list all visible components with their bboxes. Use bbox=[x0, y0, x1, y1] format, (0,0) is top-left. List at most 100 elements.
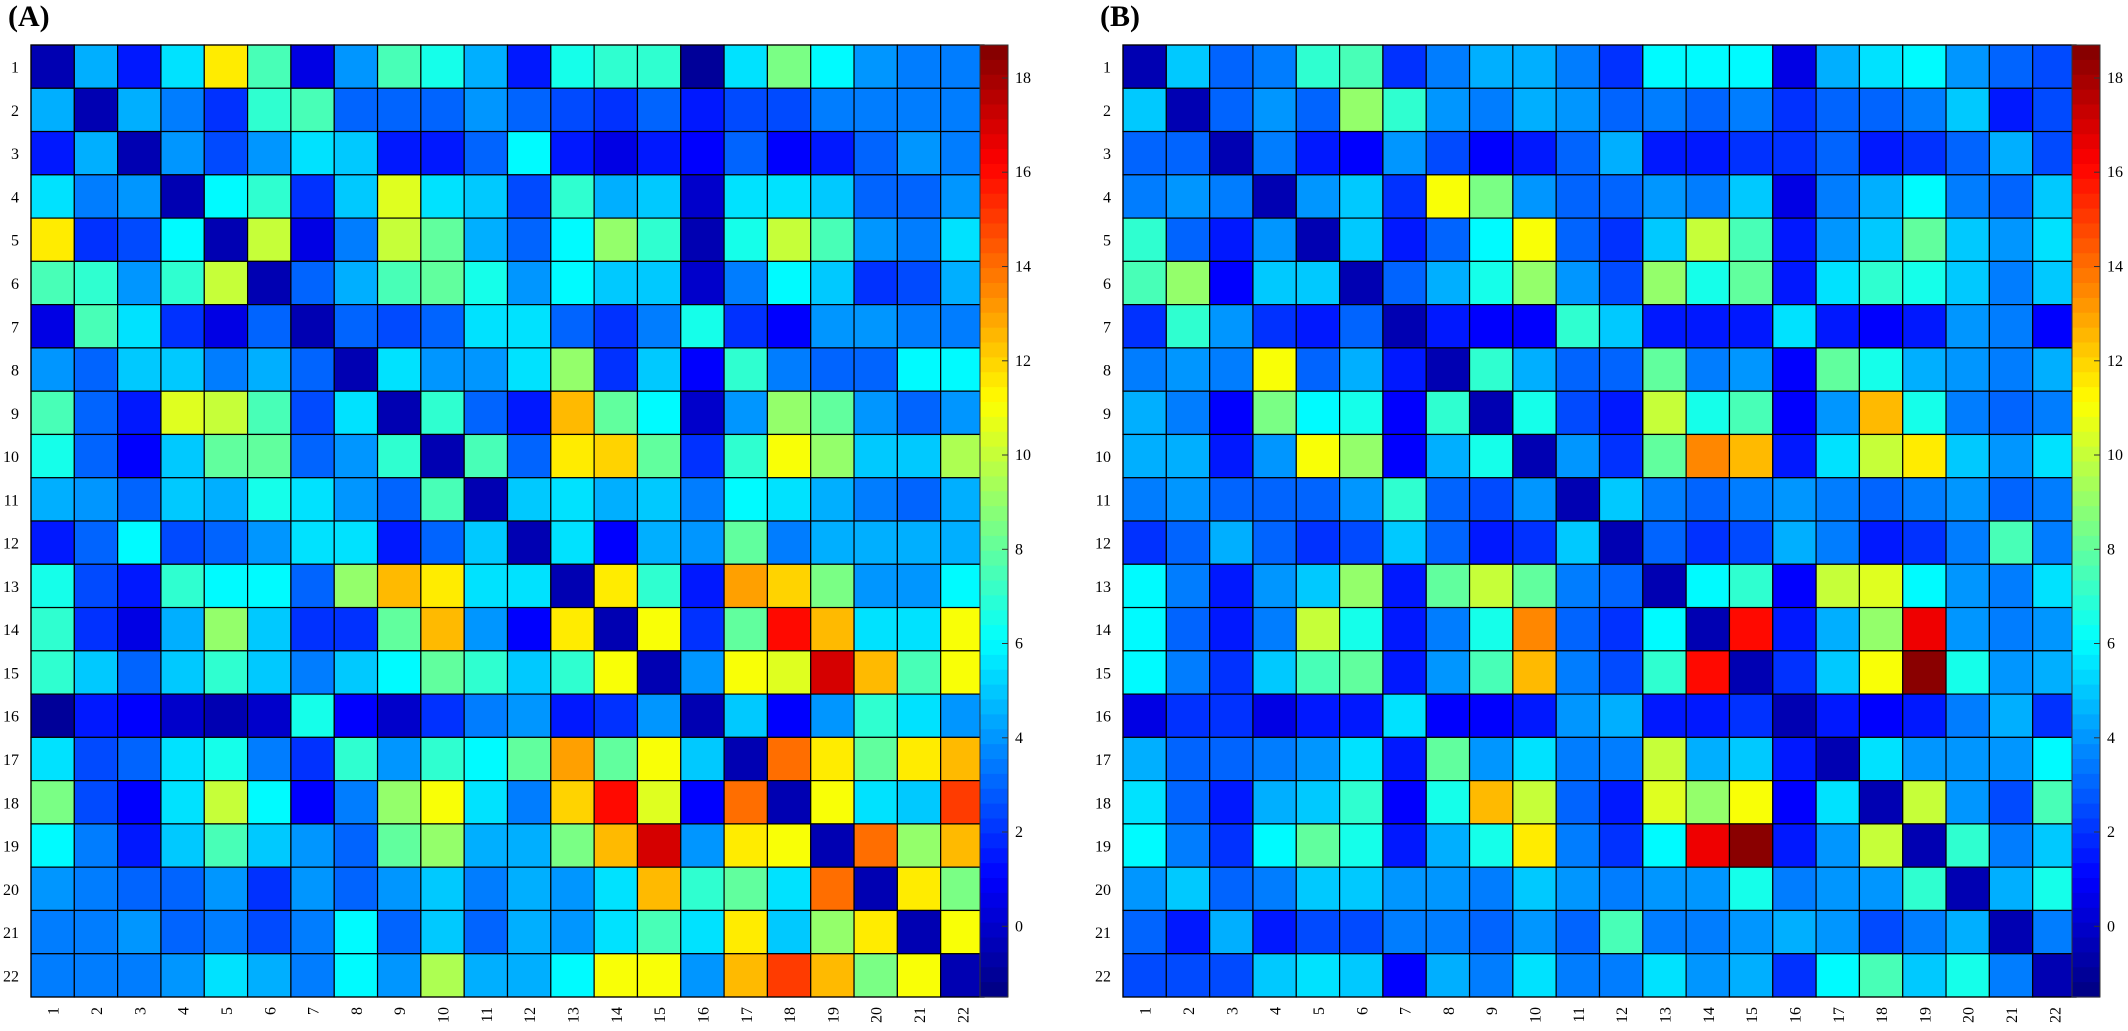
heatmap-cell bbox=[1468, 260, 1514, 306]
heatmap-cell bbox=[810, 823, 855, 868]
heatmap-cell bbox=[1902, 260, 1947, 306]
y-tick-label: 6 bbox=[11, 276, 19, 293]
heatmap-cell bbox=[896, 174, 942, 219]
heatmap-cell bbox=[1858, 736, 1904, 782]
colorbar-segment bbox=[2072, 327, 2100, 344]
heatmap-cell bbox=[1772, 217, 1817, 262]
colorbar-segment bbox=[980, 297, 1008, 314]
heatmap-cell bbox=[810, 390, 855, 436]
heatmap-cell bbox=[290, 909, 335, 955]
heatmap-cell bbox=[593, 909, 639, 955]
x-tick-label: 9 bbox=[392, 1007, 409, 1015]
heatmap-cell bbox=[1902, 866, 1947, 912]
heatmap-cell bbox=[940, 563, 985, 609]
heatmap-cell bbox=[853, 260, 898, 306]
colorbar-segment bbox=[2072, 119, 2100, 135]
heatmap-cell bbox=[506, 477, 552, 522]
heatmap-cell bbox=[1165, 477, 1211, 522]
heatmap-cell bbox=[290, 87, 335, 133]
heatmap-cell bbox=[723, 823, 769, 868]
heatmap-cell bbox=[73, 347, 119, 392]
heatmap-cell bbox=[1555, 217, 1601, 262]
heatmap-cell bbox=[1598, 347, 1644, 392]
heatmap-cell bbox=[160, 174, 205, 219]
heatmap-cell bbox=[246, 477, 292, 522]
heatmap-cell bbox=[2032, 433, 2077, 479]
heatmap-cell bbox=[506, 563, 552, 609]
heatmap-cell bbox=[203, 693, 249, 738]
heatmap-cell bbox=[1685, 87, 1731, 133]
heatmap-cell bbox=[723, 433, 769, 479]
heatmap-cell bbox=[680, 174, 725, 219]
y-tick-label: 15 bbox=[3, 666, 19, 683]
heatmap-cell bbox=[1555, 606, 1601, 652]
heatmap-cell bbox=[1295, 477, 1341, 522]
heatmap-cell bbox=[1555, 780, 1601, 825]
heatmap-cell bbox=[1988, 606, 2034, 652]
heatmap-cell bbox=[1209, 477, 1254, 522]
heatmap-cell bbox=[2032, 520, 2077, 565]
heatmap-cell bbox=[1988, 390, 2034, 436]
heatmap-cell bbox=[30, 909, 75, 955]
heatmap-cell bbox=[376, 44, 422, 89]
heatmap-cell bbox=[1728, 563, 1774, 609]
heatmap-cell bbox=[1555, 433, 1601, 479]
heatmap-cell bbox=[1685, 823, 1731, 868]
heatmap-cell bbox=[1728, 44, 1774, 89]
heatmap-cell bbox=[1555, 563, 1601, 609]
heatmap-cell bbox=[1122, 650, 1167, 695]
heatmap-cell bbox=[550, 780, 595, 825]
heatmap-cell bbox=[73, 174, 119, 219]
heatmap-cell bbox=[1252, 44, 1297, 89]
heatmap-cell bbox=[420, 736, 465, 782]
heatmap-cell bbox=[117, 304, 162, 349]
heatmap-cell bbox=[636, 347, 682, 392]
heatmap-cell bbox=[1382, 304, 1427, 349]
heatmap-cell bbox=[1425, 953, 1471, 998]
heatmap-cell bbox=[1338, 44, 1384, 89]
heatmap-cell bbox=[1815, 217, 1861, 262]
y-tick-label: 9 bbox=[11, 406, 19, 423]
heatmap-cell bbox=[117, 563, 162, 609]
heatmap-cell bbox=[766, 736, 812, 782]
colorbar-segment bbox=[980, 357, 1008, 373]
heatmap-cell bbox=[1815, 736, 1861, 782]
heatmap-cell bbox=[896, 87, 942, 133]
heatmap-cell bbox=[160, 347, 205, 392]
heatmap-cell bbox=[73, 780, 119, 825]
heatmap-cell bbox=[1598, 736, 1644, 782]
colorbar-segment bbox=[2072, 74, 2100, 91]
heatmap-cell bbox=[1468, 736, 1514, 782]
heatmap-cell bbox=[1945, 693, 1990, 738]
heatmap-cell bbox=[246, 953, 292, 998]
heatmap-cell bbox=[1122, 866, 1167, 912]
heatmap-cell bbox=[290, 650, 335, 695]
heatmap-cell bbox=[290, 174, 335, 219]
heatmap-cell bbox=[203, 433, 249, 479]
heatmap-cell bbox=[1858, 953, 1904, 998]
heatmap-cell bbox=[1598, 87, 1644, 133]
heatmap-cell bbox=[1598, 823, 1644, 868]
heatmap-cell bbox=[1945, 736, 1990, 782]
heatmap-cell bbox=[1988, 823, 2034, 868]
heatmap-cell bbox=[1512, 953, 1557, 998]
heatmap-cell bbox=[1858, 44, 1904, 89]
heatmap-cell bbox=[246, 174, 292, 219]
heatmap-cell bbox=[1555, 347, 1601, 392]
x-tick-label: 11 bbox=[1571, 1007, 1588, 1022]
heatmap-cell bbox=[1555, 260, 1601, 306]
colorbar-segment bbox=[980, 491, 1008, 507]
heatmap-cell bbox=[1165, 347, 1211, 392]
heatmap-cell bbox=[73, 823, 119, 868]
heatmap-cell bbox=[1642, 347, 1687, 392]
heatmap-cell bbox=[1902, 563, 1947, 609]
heatmap-cell bbox=[246, 87, 292, 133]
colorbar-segment bbox=[2072, 535, 2100, 552]
heatmap-cell bbox=[1858, 217, 1904, 262]
heatmap-cell bbox=[1382, 823, 1427, 868]
heatmap-cell bbox=[1685, 130, 1731, 176]
colorbar-segment bbox=[2072, 223, 2100, 239]
heatmap-cell bbox=[1122, 606, 1167, 652]
heatmap-cell bbox=[1642, 520, 1687, 565]
heatmap-cell bbox=[1122, 44, 1167, 89]
